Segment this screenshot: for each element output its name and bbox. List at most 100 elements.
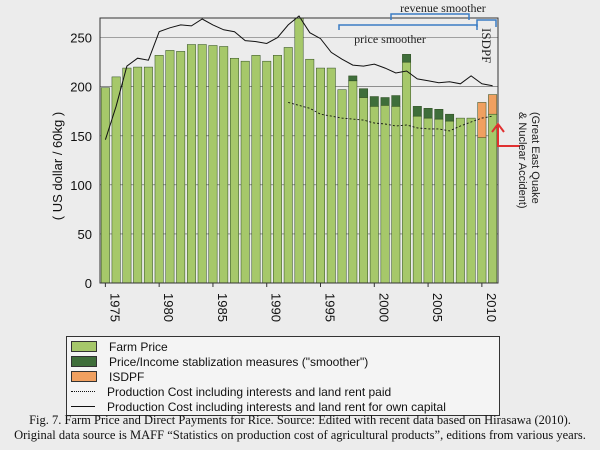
y-tick-label: 0 bbox=[85, 276, 92, 291]
price-smoother-bracket bbox=[338, 24, 478, 30]
quake-label-line1: (Great East Quake bbox=[529, 112, 541, 204]
bar-farm-price bbox=[262, 60, 272, 284]
bar-smoother bbox=[380, 97, 390, 106]
caption-line-2: Original data source is MAFF “Statistics… bbox=[14, 428, 586, 442]
bar-farm-price bbox=[197, 44, 207, 284]
bar-farm-price bbox=[337, 89, 347, 284]
bar-farm-price bbox=[294, 17, 304, 284]
annotations: price smoother revenue smoother ISDPF (G… bbox=[338, 1, 541, 209]
quake-label-line2: & Nuclear Accident) bbox=[516, 112, 528, 209]
bar-farm-price bbox=[326, 67, 336, 284]
bar-farm-price bbox=[391, 106, 401, 284]
bar-farm-price bbox=[316, 67, 325, 284]
legend: Farm Price Price/Income stablization meas… bbox=[66, 336, 500, 416]
bar-smoother bbox=[348, 75, 358, 82]
bar-farm-price bbox=[477, 137, 487, 284]
rice-price-chart: 0 50 100 150 200 250 1975 1980 1985 1990 1995 2000… bbox=[50, 1, 541, 322]
bar-farm-price bbox=[251, 55, 261, 284]
legend-swatch bbox=[71, 371, 97, 382]
bar-farm-price bbox=[133, 66, 143, 284]
bar-farm-price bbox=[412, 115, 422, 284]
bar-farm-price bbox=[154, 55, 164, 284]
legend-swatch bbox=[71, 356, 97, 367]
legend-line-sample bbox=[71, 391, 95, 392]
legend-item: ISDPF bbox=[67, 369, 145, 384]
bar-farm-price bbox=[143, 66, 153, 284]
line-cost-own-capital bbox=[104, 15, 493, 140]
bar-farm-price bbox=[100, 87, 110, 284]
bar-farm-price bbox=[434, 118, 444, 284]
y-tick-label: 200 bbox=[70, 80, 92, 95]
bar-farm-price bbox=[305, 58, 315, 284]
bar-farm-price bbox=[283, 47, 293, 284]
line-series bbox=[104, 15, 493, 140]
bar-isdpf bbox=[488, 94, 498, 115]
legend-label: Production Cost including interests and … bbox=[107, 384, 392, 399]
x-tick-label: 2010 bbox=[484, 293, 499, 322]
bar-farm-price bbox=[445, 120, 455, 284]
caption-line-1: Fig. 7. Farm Price and Direct Payments f… bbox=[29, 413, 571, 427]
line-cost-rent-paid bbox=[288, 101, 493, 132]
bar-farm-price bbox=[122, 67, 132, 284]
x-tick-label: 1985 bbox=[215, 293, 230, 322]
x-tick-label: 2000 bbox=[376, 293, 391, 322]
bar-farm-price bbox=[208, 45, 218, 284]
y-tick-label: 150 bbox=[70, 129, 92, 144]
x-tick-label: 1980 bbox=[161, 293, 176, 322]
bar-farm-price bbox=[402, 61, 412, 284]
revenue-smoother-label: revenue smoother bbox=[400, 1, 486, 15]
price-smoother-label: price smoother bbox=[354, 32, 426, 46]
bar-farm-price bbox=[369, 106, 379, 284]
legend-item: Production Cost including interests and … bbox=[67, 384, 392, 399]
legend-label: ISDPF bbox=[109, 369, 145, 384]
bar-farm-price bbox=[240, 60, 250, 284]
x-tick-label: 1995 bbox=[323, 293, 338, 322]
x-tick-label: 1975 bbox=[107, 293, 122, 322]
quake-arrow bbox=[491, 122, 520, 147]
bar-farm-price bbox=[359, 97, 368, 284]
legend-label: Price/Income stablization measures ("smo… bbox=[109, 354, 369, 369]
bar-farm-price bbox=[273, 55, 282, 284]
bar-farm-price bbox=[176, 51, 186, 284]
bar-smoother bbox=[434, 109, 444, 120]
figure-caption: Fig. 7. Farm Price and Direct Payments f… bbox=[0, 413, 600, 443]
bar-smoother bbox=[402, 54, 412, 63]
y-tick-label: 50 bbox=[78, 227, 92, 242]
legend-item: Farm Price bbox=[67, 339, 168, 354]
bar-farm-price bbox=[488, 113, 498, 284]
plot-frame bbox=[99, 17, 499, 284]
bar-smoother bbox=[412, 106, 422, 117]
y-tick-label: 250 bbox=[70, 31, 92, 46]
legend-item: Price/Income stablization measures ("smo… bbox=[67, 354, 369, 369]
bar-smoother bbox=[359, 88, 368, 98]
bar-farm-price bbox=[455, 117, 465, 284]
revenue-smoother-bracket bbox=[390, 13, 470, 20]
x-tick-label: 1990 bbox=[269, 293, 284, 322]
bar-smoother bbox=[391, 95, 401, 107]
y-axis-label: ( US dollar / 60kg ) bbox=[50, 112, 65, 220]
legend-item: Production Cost including interests and … bbox=[67, 399, 446, 414]
bar-farm-price bbox=[165, 50, 175, 284]
bar-farm-price bbox=[348, 80, 358, 284]
bar-smoother bbox=[423, 108, 433, 119]
y-axis-ticks: 0 50 100 150 200 250 bbox=[70, 31, 92, 291]
y-tick-label: 100 bbox=[70, 178, 92, 193]
isdpf-bracket bbox=[476, 19, 497, 27]
bar-farm-price bbox=[230, 57, 239, 284]
bar-smoother bbox=[445, 113, 455, 122]
bar-smoother bbox=[369, 96, 379, 107]
legend-line-sample bbox=[71, 406, 95, 407]
legend-label: Farm Price bbox=[109, 339, 168, 354]
bar-farm-price bbox=[186, 44, 196, 284]
legend-label: Production Cost including interests and … bbox=[107, 399, 446, 414]
isdpf-label: ISDPF bbox=[479, 28, 494, 63]
bar-farm-price bbox=[219, 46, 229, 284]
bar-farm-price bbox=[423, 117, 433, 284]
bar-series bbox=[100, 17, 498, 284]
bar-isdpf bbox=[477, 102, 487, 138]
bar-farm-price bbox=[466, 117, 476, 284]
bar-farm-price bbox=[380, 105, 390, 284]
x-axis-ticks: 1975 1980 1985 1990 1995 2000 2005 2010 bbox=[104, 283, 499, 322]
x-tick-label: 2005 bbox=[430, 293, 445, 322]
legend-swatch bbox=[71, 341, 97, 352]
